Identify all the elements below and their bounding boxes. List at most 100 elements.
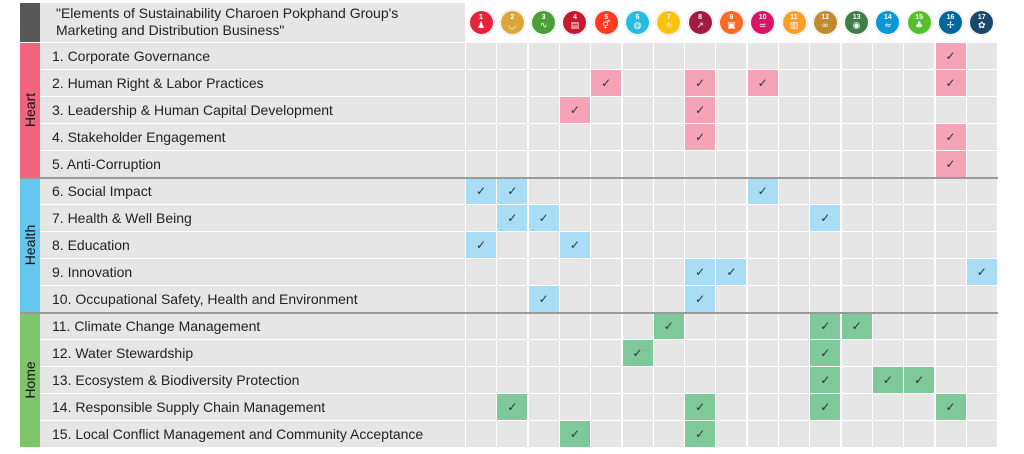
empty-cell [528,340,559,366]
check-icon: ✓ [914,373,925,387]
empty-cell [591,340,622,366]
group-band-home: Home [20,313,40,447]
empty-cell [779,232,809,258]
empty-cell [872,394,903,420]
checked-cell: ✓ [497,178,528,204]
checked-cell: ✓ [685,259,716,285]
row-label: 12. Water Stewardship [52,345,194,361]
empty-cell [904,259,935,285]
empty-cell [622,367,653,393]
people-icon: ♟ [476,21,486,31]
growth-chart-icon: ↗ [696,21,704,31]
empty-cell [904,340,935,366]
empty-cell [841,421,872,447]
empty-cell [904,43,935,69]
empty-cell [559,259,590,285]
row-label: 3. Leadership & Human Capital Developmen… [52,102,333,118]
check-icon: ✓ [945,130,956,144]
check-icon: ✓ [632,346,643,360]
row-label: 14. Responsible Supply Chain Management [52,399,326,415]
checked-cell: ✓ [559,232,590,258]
equals-icon: = [758,21,767,31]
empty-cell [528,97,559,123]
sdg-number-label: 2 [510,14,515,21]
empty-cell [685,151,716,177]
empty-cell [935,421,966,447]
empty-cell [466,124,496,150]
table-title: "Elements of Sustainability Charoen Pokp… [56,5,399,38]
empty-cell [935,340,966,366]
empty-cell [653,70,684,96]
table-row [40,394,465,420]
row-label: 1. Corporate Governance [52,48,210,64]
empty-cell [716,97,747,123]
check-icon: ✓ [663,319,674,333]
tree-icon: ♣ [915,21,924,31]
empty-cell [747,367,778,393]
empty-cell [904,151,935,177]
sdg-number-label: 7 [666,14,671,21]
empty-cell [716,232,747,258]
empty-cell [466,421,496,447]
table-row [40,205,465,231]
checked-cell: ✓ [810,205,841,231]
group-band-health: Health [20,178,40,312]
empty-cell [935,367,966,393]
empty-cell [779,259,809,285]
empty-cell [591,313,622,339]
sdg-11-city-icon: 11 ▥ [781,10,807,35]
empty-cell [716,340,747,366]
empty-cell [622,421,653,447]
sdg-10-equals-icon: 10 = [750,10,776,35]
row-label: 10. Occupational Safety, Health and Envi… [52,291,358,307]
empty-cell [810,178,841,204]
row-label: 7. Health & Well Being [52,210,192,226]
ring-icon: ✿ [978,21,986,31]
empty-cell [653,340,684,366]
infinity-icon: ∞ [821,21,830,31]
empty-cell [716,43,747,69]
empty-cell [841,178,872,204]
empty-cell [466,367,496,393]
empty-cell [591,394,622,420]
row-label: 5. Anti-Corruption [52,156,161,172]
empty-cell [872,151,903,177]
checked-cell: ✓ [685,394,716,420]
water-drop-icon: ◍ [633,21,642,31]
table-row [40,259,465,285]
empty-cell [685,367,716,393]
empty-cell [591,232,622,258]
empty-cell [466,259,496,285]
empty-cell [966,232,997,258]
table-row [40,97,465,123]
empty-cell [528,394,559,420]
sdg-number-label: 13 [852,14,861,21]
empty-cell [591,421,622,447]
table-row [40,367,465,393]
empty-cell [653,205,684,231]
row-label: 8. Education [52,237,130,253]
check-icon: ✓ [695,400,706,414]
empty-cell [747,313,778,339]
empty-cell [966,70,997,96]
empty-cell [497,421,528,447]
empty-cell [528,124,559,150]
sdg-13-eye-globe-icon: 13 ◉ [844,10,870,35]
empty-cell [653,259,684,285]
empty-cell [966,124,997,150]
check-icon: ✓ [820,319,831,333]
group-label: Home [22,361,38,399]
empty-cell [810,259,841,285]
empty-cell [841,124,872,150]
sdg-number-label: 3 [541,14,546,21]
sdg-17-ring-icon: 17 ✿ [969,10,995,35]
empty-cell [810,70,841,96]
empty-cell [904,232,935,258]
empty-cell [779,151,809,177]
empty-cell [966,43,997,69]
empty-cell [935,313,966,339]
empty-cell [559,178,590,204]
empty-cell [935,205,966,231]
empty-cell [747,232,778,258]
empty-cell [528,232,559,258]
